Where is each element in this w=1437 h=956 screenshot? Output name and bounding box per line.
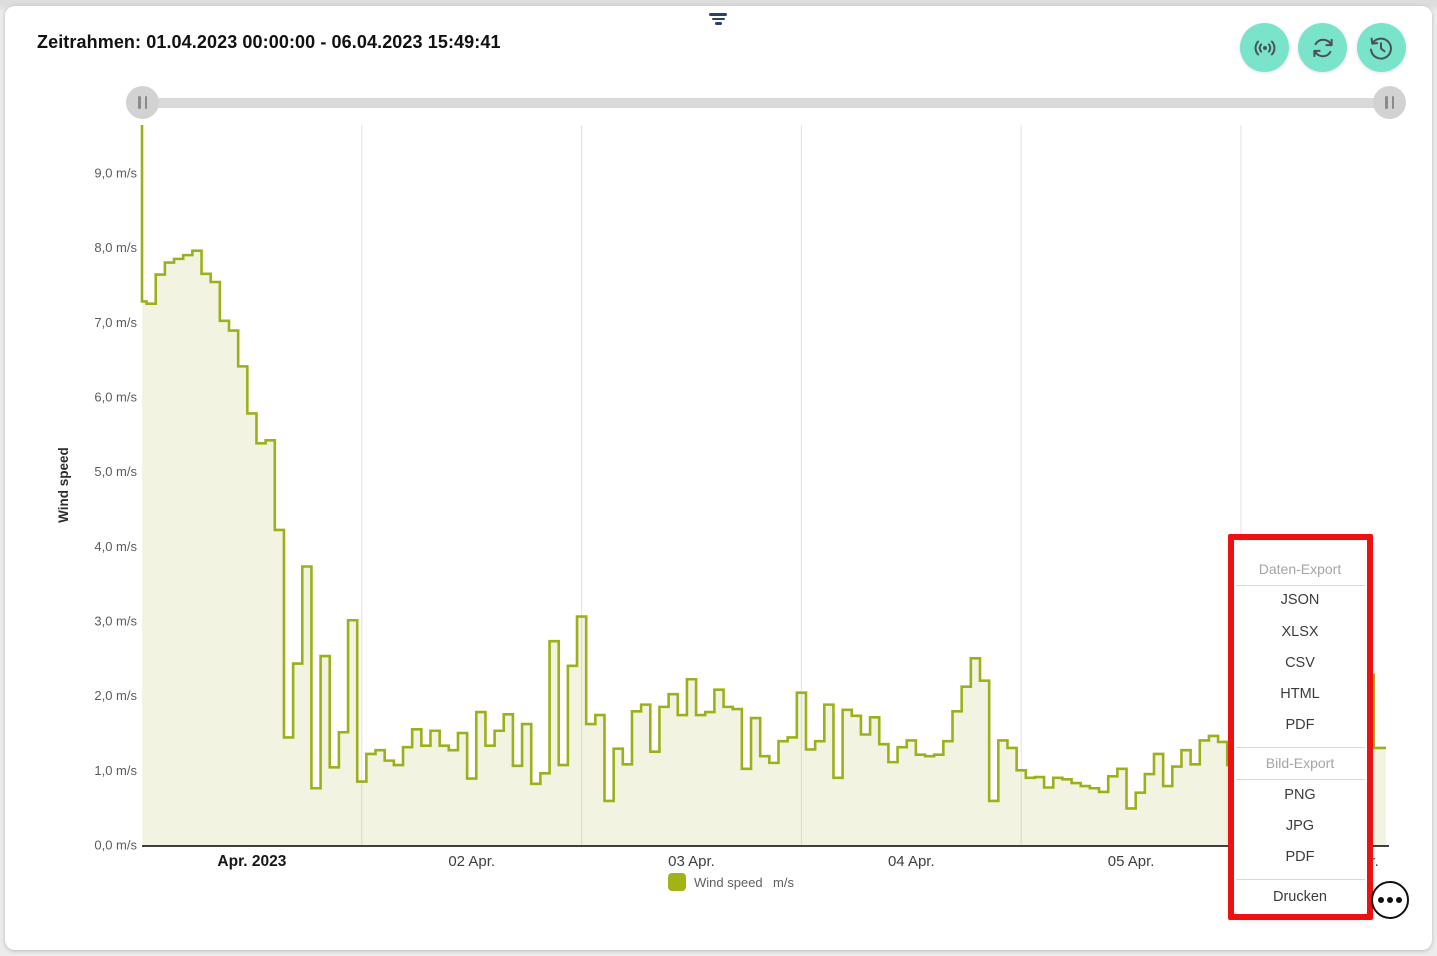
time-range-slider-track[interactable] (142, 98, 1389, 108)
chart-card (5, 6, 1432, 950)
menu-item-csv[interactable]: CSV (1285, 654, 1315, 671)
slider-handle-right[interactable] (1373, 86, 1406, 119)
menu-section-bild-export: Bild-Export (1265, 754, 1335, 771)
page-title: Zeitrahmen: 01.04.2023 00:00:00 - 06.04.… (37, 32, 501, 52)
refresh-icon (1308, 33, 1338, 63)
menu-separator (1235, 584, 1365, 586)
menu-separator (1235, 747, 1365, 748)
menu-item-png[interactable]: PNG (1284, 787, 1316, 803)
menu-item-jpg[interactable]: JPG (1285, 818, 1315, 835)
history-icon (1366, 33, 1396, 63)
menu-section-daten-export: Daten-Export (1258, 561, 1342, 577)
pause-bars-icon (137, 96, 141, 109)
menu-separator (1235, 778, 1365, 780)
ellipsis-icon (1377, 896, 1385, 904)
export-menu: Daten-Export JSON XLSX CSV HTML PDF Bild… (1233, 540, 1367, 914)
highlight-red-frame (1227, 534, 1373, 920)
menu-item-pdf[interactable]: PDF (1285, 717, 1315, 734)
broadcast-icon (1250, 33, 1280, 63)
history-button[interactable] (1356, 23, 1406, 72)
menu-item-html[interactable]: HTML (1280, 686, 1320, 702)
refresh-button[interactable] (1298, 23, 1347, 72)
slider-handle-left[interactable] (126, 86, 159, 119)
filter-icon[interactable] (709, 13, 728, 28)
menu-item-drucken[interactable]: Drucken (1273, 888, 1327, 905)
pause-bars-icon (1384, 96, 1388, 109)
menu-item-json[interactable]: JSON (1280, 592, 1320, 609)
menu-separator (1235, 878, 1365, 880)
menu-item-xlsx[interactable]: XLSX (1281, 623, 1319, 640)
more-options-button[interactable] (1371, 881, 1409, 919)
menu-item-pdf-image[interactable]: PDF (1285, 849, 1315, 866)
live-broadcast-button[interactable] (1240, 23, 1289, 72)
